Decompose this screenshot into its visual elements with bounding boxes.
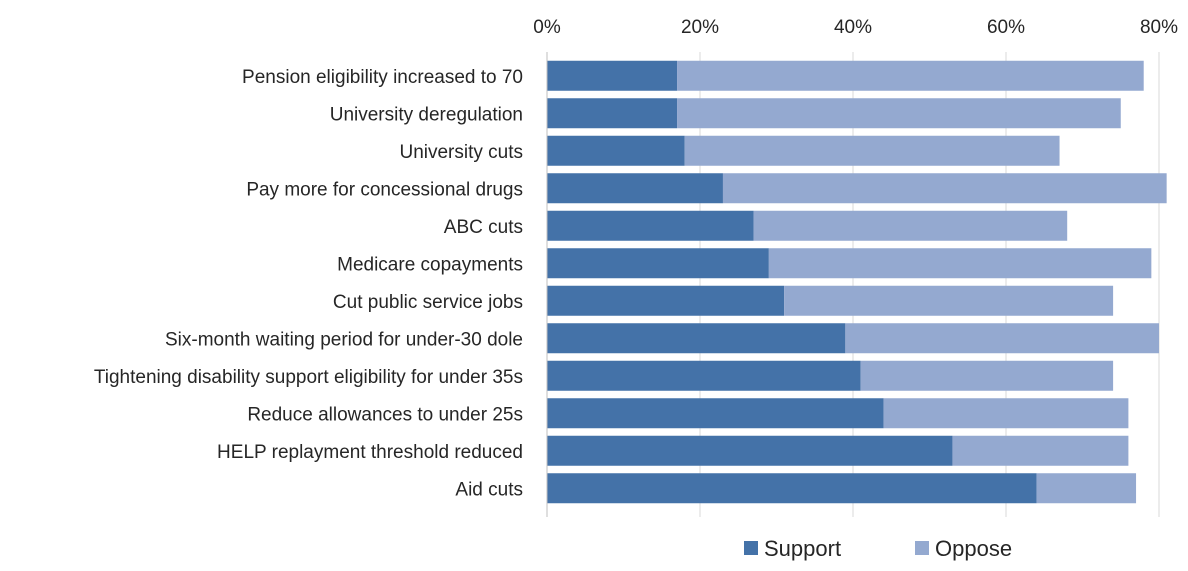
- bar-oppose-six-month-waiting-period-for-under-30-dole: [845, 323, 1159, 354]
- category-label: University cuts: [399, 142, 523, 163]
- category-label: Reduce allowances to under 25s: [247, 404, 523, 425]
- bar-support-cut-public-service-jobs: [547, 285, 785, 316]
- category-label: Pay more for concessional drugs: [246, 179, 523, 200]
- bar-support-university-deregulation: [547, 98, 678, 129]
- bar-support-aid-cuts: [547, 473, 1037, 504]
- category-labels: Pension eligibility increased to 70 Unive…: [94, 67, 523, 501]
- category-label: Tightening disability support eligibilit…: [94, 367, 523, 388]
- bars: [547, 60, 1167, 504]
- legend-swatch-support: [744, 541, 758, 555]
- x-tick-label: 40%: [834, 17, 872, 38]
- bar-support-help-replayment-threshold-reduced: [547, 435, 953, 466]
- category-label: Aid cuts: [455, 479, 523, 500]
- x-tick-label: 20%: [681, 17, 719, 38]
- bar-oppose-pension-eligibility-increased-to-70: [677, 60, 1144, 91]
- x-tick-label: 60%: [987, 17, 1025, 38]
- x-axis-tick-labels: 0% 20% 40% 60% 80%: [533, 17, 1178, 38]
- category-label: Medicare copayments: [337, 254, 523, 275]
- bar-oppose-tightening-disability-support-eligibility-for-under-35s: [860, 360, 1114, 391]
- category-label: Pension eligibility increased to 70: [242, 67, 523, 88]
- category-label: ABC cuts: [444, 217, 523, 238]
- bar-support-abc-cuts: [547, 210, 754, 241]
- x-tick-label: 0%: [533, 17, 561, 38]
- category-label: HELP replayment threshold reduced: [217, 442, 523, 463]
- legend: Support Oppose: [744, 536, 1012, 561]
- bar-support-six-month-waiting-period-for-under-30-dole: [547, 323, 846, 354]
- bar-oppose-medicare-copayments: [768, 248, 1152, 279]
- bar-support-university-cuts: [547, 135, 685, 166]
- bar-oppose-cut-public-service-jobs: [784, 285, 1114, 316]
- legend-swatch-oppose: [915, 541, 929, 555]
- bar-support-tightening-disability-support-eligibility-for-under-35s: [547, 360, 861, 391]
- category-label: University deregulation: [330, 104, 523, 125]
- category-label: Six-month waiting period for under-30 do…: [165, 329, 523, 350]
- bar-support-pay-more-for-concessional-drugs: [547, 173, 723, 204]
- bar-oppose-reduce-allowances-to-under-25s: [883, 398, 1129, 429]
- bar-support-medicare-copayments: [547, 248, 769, 279]
- bar-oppose-university-deregulation: [677, 98, 1121, 129]
- bar-oppose-help-replayment-threshold-reduced: [952, 435, 1129, 466]
- bar-oppose-abc-cuts: [753, 210, 1068, 241]
- bar-oppose-university-cuts: [684, 135, 1060, 166]
- legend-label-support: Support: [764, 536, 841, 561]
- bar-support-reduce-allowances-to-under-25s: [547, 398, 884, 429]
- bar-oppose-aid-cuts: [1036, 473, 1137, 504]
- x-tick-label: 80%: [1140, 17, 1178, 38]
- legend-label-oppose: Oppose: [935, 536, 1012, 561]
- bar-oppose-pay-more-for-concessional-drugs: [722, 173, 1167, 204]
- bar-support-pension-eligibility-increased-to-70: [547, 60, 678, 91]
- category-label: Cut public service jobs: [333, 292, 523, 313]
